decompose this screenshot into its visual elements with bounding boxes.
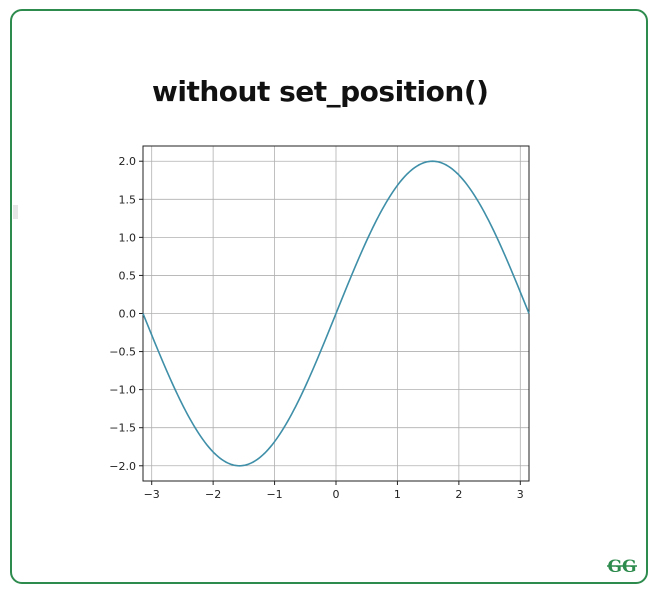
page-title: without set_position() [152,75,489,108]
y-tick-label: 1.5 [119,193,137,206]
edge-artifact [13,205,18,219]
x-tick-label: −2 [205,488,221,501]
x-tick-label: −1 [266,488,282,501]
gfg-logo-text: GG [607,557,636,577]
x-tick-label: 3 [517,488,524,501]
y-tick-label: 2.0 [119,155,137,168]
x-tick-label: 2 [455,488,462,501]
y-tick-label: 0.0 [119,308,137,321]
figure-card [10,9,648,584]
x-tick-label: 1 [394,488,401,501]
x-tick-label: 0 [333,488,340,501]
y-tick-label: −1.5 [109,422,136,435]
x-tick-label: −3 [144,488,160,501]
y-tick-label: 0.5 [119,269,137,282]
gfg-logo: GG [607,557,637,577]
y-tick-label: −1.0 [109,384,136,397]
y-tick-label: 1.0 [119,231,137,244]
sine-series-line [142,160,530,467]
y-tick-label: −2.0 [109,460,136,473]
y-tick-label: −0.5 [109,346,136,359]
